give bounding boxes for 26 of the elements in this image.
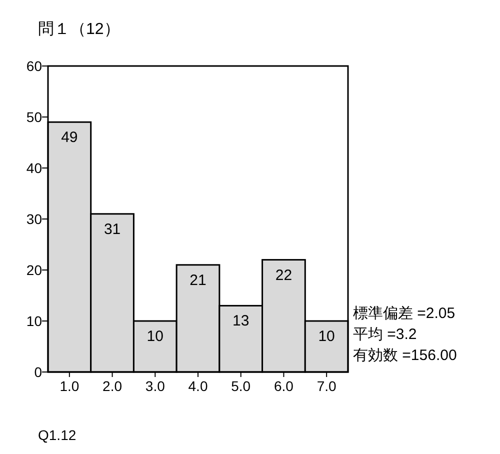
data-label: 10 (146, 328, 164, 345)
x-tick-label: 3.0 (145, 378, 166, 394)
text: Q1.12 (38, 427, 76, 443)
text: 有効数 =156.00 (353, 347, 457, 364)
y-tick-label: 40 (26, 160, 42, 176)
y-tick-label: 60 (26, 58, 42, 74)
x-tick-label: 4.0 (188, 378, 208, 394)
data-label: 49 (61, 129, 78, 146)
y-tick-label: 0 (34, 364, 42, 380)
x-tick-label: 7.0 (316, 378, 337, 394)
title: 問１（12） (38, 21, 120, 38)
y-tick-label: 30 (26, 211, 42, 227)
x-tick-label: 6.0 (274, 378, 294, 394)
data-label: 10 (318, 328, 335, 345)
y-tick-label: 10 (26, 313, 42, 329)
y-tick-label: 50 (26, 109, 42, 125)
x-tick-label: 5.0 (231, 378, 251, 394)
text: 標準偏差 =2.05 (353, 305, 456, 322)
x-tick-label: 1.0 (60, 378, 80, 394)
data-label: 13 (232, 312, 250, 330)
data-label: 21 (190, 272, 206, 289)
text: 平均 =3.2 (353, 326, 417, 343)
data-label: 31 (104, 220, 121, 238)
y-tick-label: 20 (26, 262, 42, 278)
x-tick-label: 2.0 (102, 378, 122, 394)
data-label: 22 (275, 266, 292, 284)
